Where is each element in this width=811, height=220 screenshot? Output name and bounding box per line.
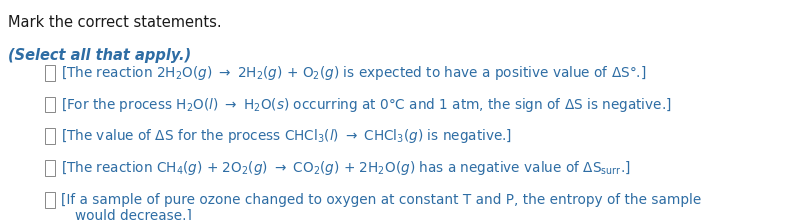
FancyBboxPatch shape xyxy=(45,192,55,208)
FancyBboxPatch shape xyxy=(45,128,55,144)
FancyBboxPatch shape xyxy=(45,160,55,176)
Text: (Select all that apply.): (Select all that apply.) xyxy=(8,48,191,63)
FancyBboxPatch shape xyxy=(45,97,55,112)
Text: [If a sample of pure ozone changed to oxygen at constant T and P, the entropy of: [If a sample of pure ozone changed to ox… xyxy=(61,193,701,207)
Text: [The value of $\Delta$S for the process CHCl$_3$($l$) $\rightarrow$ CHCl$_3$($g$: [The value of $\Delta$S for the process … xyxy=(61,127,512,145)
Text: [The reaction CH$_4$($g$) + 2O$_2$($g$) $\rightarrow$ CO$_2$($g$) + 2H$_2$O($g$): [The reaction CH$_4$($g$) + 2O$_2$($g$) … xyxy=(61,159,630,177)
Text: [The reaction 2H$_2$O($g$) $\rightarrow$ 2H$_2$($g$) + O$_2$($g$) is expected to: [The reaction 2H$_2$O($g$) $\rightarrow$… xyxy=(61,64,646,82)
FancyBboxPatch shape xyxy=(45,65,55,81)
Text: would decrease.]: would decrease.] xyxy=(75,209,192,220)
Text: Mark the correct statements.: Mark the correct statements. xyxy=(8,15,221,30)
Text: [For the process H$_2$O($l$) $\rightarrow$ H$_2$O($s$) occurring at 0°C and 1 at: [For the process H$_2$O($l$) $\rightarro… xyxy=(61,95,672,114)
